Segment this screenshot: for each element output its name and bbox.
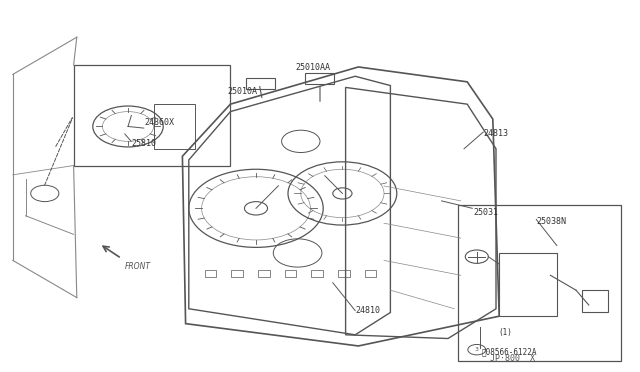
Bar <box>338 270 349 277</box>
Text: 24813: 24813 <box>483 129 508 138</box>
Bar <box>285 270 296 277</box>
Bar <box>365 270 376 277</box>
Text: 24810: 24810 <box>355 306 380 315</box>
Bar <box>246 78 275 89</box>
Text: FRONT: FRONT <box>125 262 151 271</box>
Text: 25031: 25031 <box>474 208 499 217</box>
Text: 25010AA: 25010AA <box>296 63 331 72</box>
Text: JP·800  X: JP·800 X <box>490 354 534 363</box>
Bar <box>312 270 323 277</box>
Text: 25038N: 25038N <box>536 217 566 226</box>
Bar <box>154 104 195 149</box>
Text: 3: 3 <box>475 347 479 352</box>
Bar <box>74 65 230 166</box>
Bar <box>258 270 269 277</box>
Bar <box>458 205 621 361</box>
Text: 24860X: 24860X <box>144 118 174 127</box>
Bar <box>232 270 243 277</box>
Bar <box>582 290 608 312</box>
Bar <box>205 270 216 277</box>
Bar <box>499 253 557 316</box>
Text: (1): (1) <box>498 328 512 337</box>
Bar <box>305 73 334 84</box>
Text: 25010A: 25010A <box>227 87 257 96</box>
Text: 25810: 25810 <box>131 139 156 148</box>
Text: ゃ08566-6122A: ゃ08566-6122A <box>481 347 537 356</box>
